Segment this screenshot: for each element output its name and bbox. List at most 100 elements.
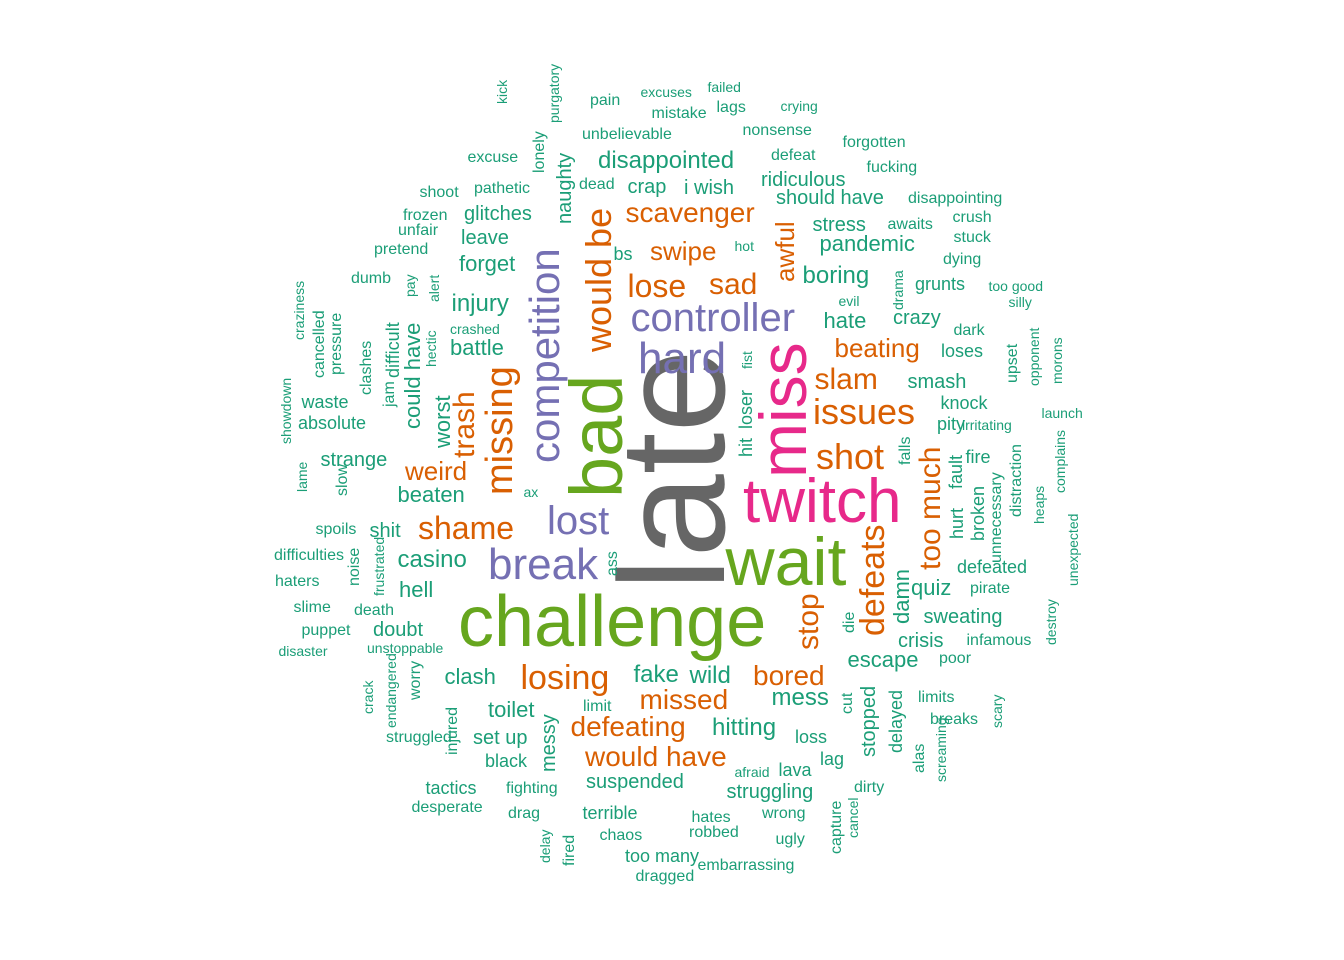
word-hitting: hitting <box>712 714 777 741</box>
word-defeated: defeated <box>957 557 1028 577</box>
word-dirty: dirty <box>854 779 885 796</box>
word-beaten: beaten <box>397 482 465 507</box>
word-would-be: would be <box>578 207 619 352</box>
word-die: die <box>841 611 858 633</box>
word-could-have: could have <box>400 322 425 429</box>
word-heaps: heaps <box>1031 485 1047 524</box>
word-set-up: set up <box>473 727 528 749</box>
word-delay: delay <box>537 829 553 863</box>
word-defeats: defeats <box>854 524 892 636</box>
word-quiz: quiz <box>911 575 952 600</box>
word-morons: morons <box>1049 336 1065 384</box>
word-dead: dead <box>579 176 615 193</box>
word-frozen: frozen <box>403 207 448 224</box>
word-clashes: clashes <box>358 340 375 395</box>
word-infamous: infamous <box>966 632 1032 649</box>
word-hard: hard <box>638 334 727 383</box>
word-destroy: destroy <box>1043 599 1059 645</box>
word-evil: evil <box>838 293 860 309</box>
word-tactics: tactics <box>425 778 477 798</box>
word-stuck: stuck <box>953 229 991 246</box>
word-absolute: absolute <box>298 413 367 433</box>
word-toilet: toilet <box>488 697 535 722</box>
word-drama: drama <box>890 270 906 310</box>
word-dark: dark <box>953 322 985 339</box>
word-smash: smash <box>907 371 967 393</box>
word-lose: lose <box>627 268 687 304</box>
word-wrong: wrong <box>762 805 806 822</box>
word-purgatory: purgatory <box>546 63 562 123</box>
word-missing: missing <box>479 365 521 495</box>
word-broken: broken <box>968 485 988 541</box>
word-crap: crap <box>627 176 667 198</box>
word-messy: messy <box>538 714 560 772</box>
word-bored: bored <box>753 660 825 691</box>
word-complains: complains <box>1052 429 1068 493</box>
word-struggling: struggling <box>726 781 814 803</box>
word-miss: miss <box>746 342 820 478</box>
word-pressure: pressure <box>328 312 345 375</box>
word-black: black <box>485 751 528 771</box>
word-jam: jam <box>381 381 398 407</box>
word-forgotten: forgotten <box>842 134 906 151</box>
word-grunts: grunts <box>915 274 966 294</box>
word-frustrated: frustrated <box>371 536 387 596</box>
word-falls: falls <box>897 436 914 465</box>
word-boring: boring <box>802 262 870 289</box>
word-hates: hates <box>691 809 731 826</box>
word-lava: lava <box>778 760 812 780</box>
word-lonely: lonely <box>531 131 548 173</box>
word-bs: bs <box>613 244 633 264</box>
word-chaos: chaos <box>599 827 643 844</box>
word-disaster: disaster <box>278 643 328 659</box>
word-ass: ass <box>604 550 621 576</box>
word-beating: beating <box>834 333 920 363</box>
word-weird: weird <box>405 456 468 486</box>
word-leave: leave <box>461 227 509 249</box>
word-unnecessary: unnecessary <box>988 471 1005 563</box>
word-scary: scary <box>989 694 1005 728</box>
word-casino: casino <box>397 546 467 573</box>
word-dragged: dragged <box>635 868 695 885</box>
word-pity: pity <box>937 414 966 434</box>
word-failed: failed <box>707 79 741 95</box>
word-battle: battle <box>450 335 504 360</box>
word-crisis: crisis <box>898 630 944 652</box>
word-unbelievable: unbelievable <box>582 126 672 143</box>
word-crazy: crazy <box>893 307 941 329</box>
word-pretend: pretend <box>374 241 429 258</box>
word-awful: awful <box>770 220 800 282</box>
word-injury: injury <box>451 290 509 317</box>
word-lags: lags <box>716 99 746 116</box>
word-competition: competition <box>521 247 568 463</box>
word-would-have: would have <box>585 741 727 772</box>
word-stopped: stopped <box>858 685 880 757</box>
word-disappointed: disappointed <box>598 147 735 174</box>
word-lame: lame <box>294 461 310 492</box>
word-difficult: difficult <box>383 322 403 378</box>
word-breaks: breaks <box>930 711 979 728</box>
word-lost: lost <box>547 499 610 543</box>
word-fist: fist <box>739 351 755 369</box>
word-hectic: hectic <box>423 329 439 367</box>
word-nonsense: nonsense <box>742 122 812 139</box>
word-issues: issues <box>813 391 916 432</box>
word-stop: stop <box>792 592 825 650</box>
word-kick: kick <box>494 79 510 104</box>
word-difficulties: difficulties <box>274 547 344 564</box>
word-unfair: unfair <box>398 222 439 239</box>
word-spoils: spoils <box>315 521 357 538</box>
word-losing: losing <box>520 659 610 697</box>
word-noise: noise <box>346 547 363 586</box>
word-mess: mess <box>771 684 829 711</box>
word-upset: upset <box>1004 343 1021 383</box>
word-haters: haters <box>275 573 320 590</box>
word-loses: loses <box>941 341 984 361</box>
word-showdown: showdown <box>278 377 294 444</box>
word-suspended: suspended <box>586 771 684 793</box>
word-delayed: delayed <box>886 689 906 753</box>
word-hell: hell <box>399 577 434 602</box>
word-wait: wait <box>725 524 847 600</box>
word-bad: bad <box>555 374 638 498</box>
